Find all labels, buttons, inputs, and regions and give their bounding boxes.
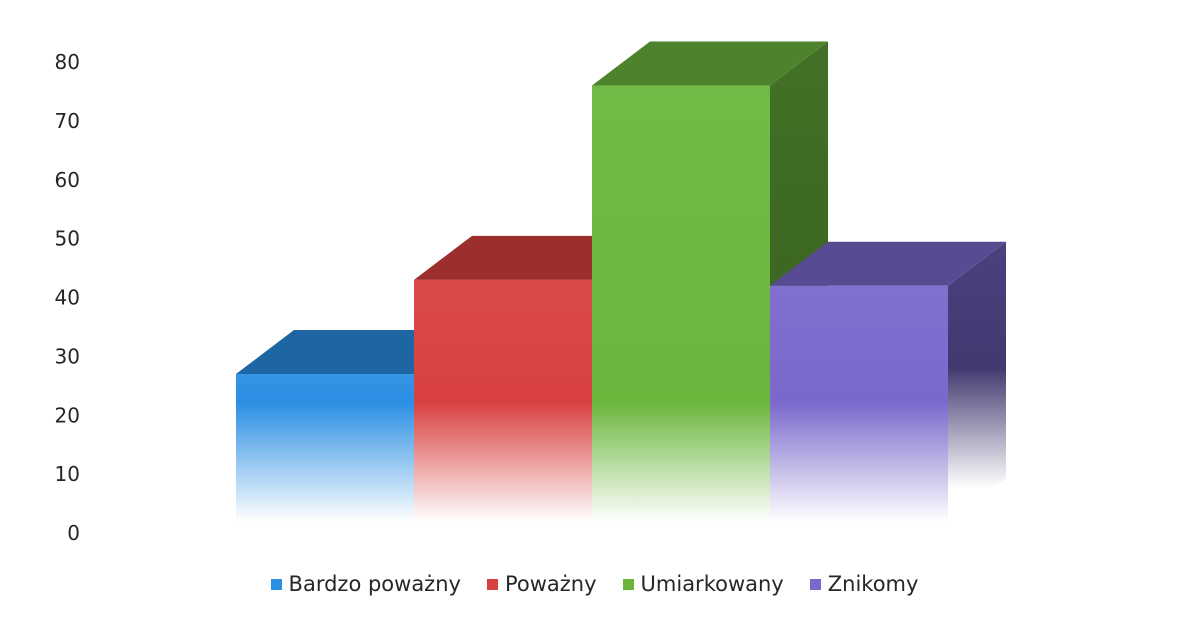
legend-swatch: [270, 578, 282, 590]
bar-front-face: [592, 85, 770, 523]
legend-item: Znikomy: [809, 572, 919, 596]
y-tick-label: 30: [55, 344, 80, 368]
legend-swatch: [622, 578, 634, 590]
bar-side-face: [948, 241, 1006, 522]
y-tick-label: 80: [55, 50, 80, 74]
legend-item: Umiarkowany: [622, 572, 784, 596]
legend-label: Bardzo poważny: [288, 572, 461, 596]
legend-swatch: [809, 578, 821, 590]
legend-swatch: [486, 578, 498, 590]
y-tick-label: 20: [55, 403, 80, 427]
bar-front-face: [414, 279, 592, 522]
bar-znikomy: [770, 241, 1006, 522]
y-tick-label: 60: [55, 168, 80, 192]
y-tick-label: 50: [55, 227, 80, 251]
legend-item: Poważny: [486, 572, 597, 596]
y-tick-label: 10: [55, 462, 80, 486]
bars-group: [236, 41, 1006, 523]
bar-front-face: [770, 285, 948, 522]
y-tick-label: 40: [55, 286, 80, 310]
legend-label: Poważny: [504, 572, 597, 596]
y-tick-label: 0: [67, 521, 80, 545]
y-axis: 0 10 20 30 40 50 60 70 80: [55, 50, 80, 545]
legend-label: Umiarkowany: [640, 572, 784, 596]
legend-label: Znikomy: [827, 572, 919, 596]
bar-top-face: [592, 41, 828, 86]
legend: Bardzo poważny Poważny Umiarkowany Znikomy: [0, 572, 1189, 596]
legend-item: Bardzo poważny: [270, 572, 461, 596]
bar-top-face: [414, 235, 650, 280]
bar-front-face: [236, 374, 414, 522]
y-tick-label: 70: [55, 109, 80, 133]
bar-top-face: [236, 330, 472, 375]
bar-top-face: [770, 241, 1006, 286]
